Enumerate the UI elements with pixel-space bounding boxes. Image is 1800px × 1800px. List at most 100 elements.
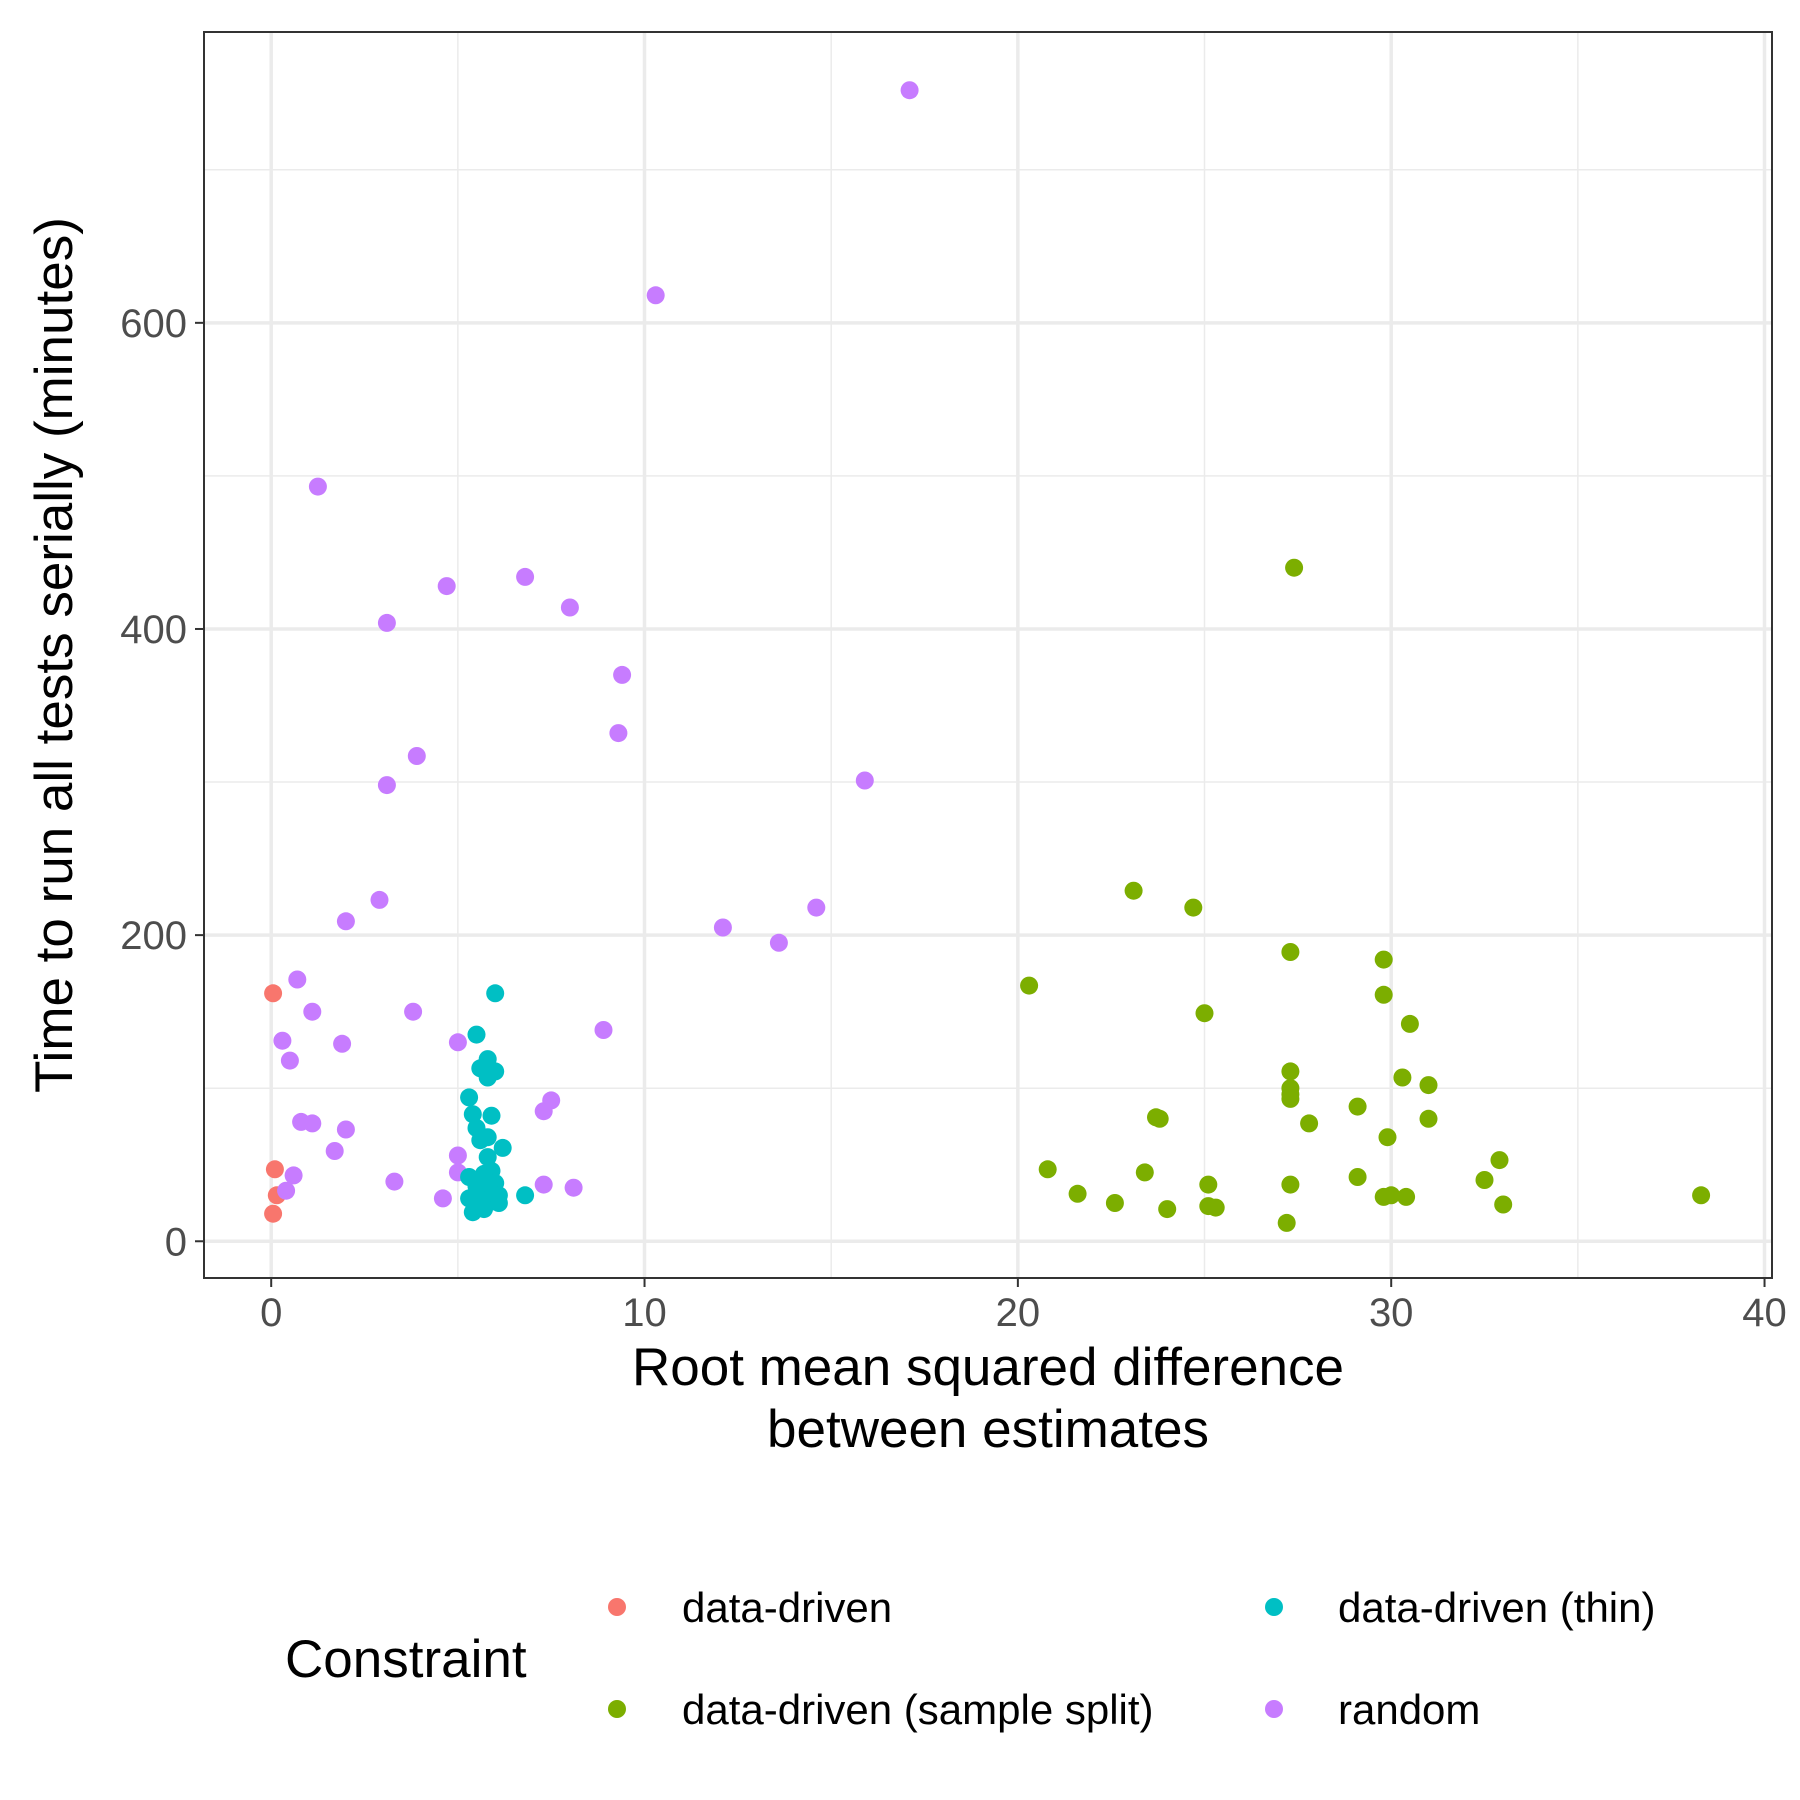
x-tick-label: 10 <box>622 1291 667 1335</box>
point-random <box>900 81 919 100</box>
x-tick-label: 40 <box>1742 1291 1787 1335</box>
point-random <box>534 1102 553 1121</box>
point-data-driven-sample-split <box>1475 1171 1494 1189</box>
point-data-driven-sample-split <box>1105 1194 1124 1212</box>
legend-label-sample-split: data-driven (sample split) <box>682 1686 1154 1733</box>
point-data-driven-sample-split <box>1206 1198 1225 1217</box>
data-points <box>264 81 1711 1232</box>
y-tick-label: 400 <box>120 608 187 652</box>
legend-key-data-driven-thin <box>1265 1598 1283 1616</box>
point-data-driven-sample-split <box>1135 1163 1154 1182</box>
point-data-driven-sample-split <box>1400 1014 1419 1033</box>
point-data-driven <box>265 1160 284 1179</box>
point-data-driven-sample-split <box>1494 1195 1513 1214</box>
point-data-driven-sample-split <box>1692 1186 1711 1205</box>
point-random <box>385 1172 404 1191</box>
series-random <box>273 81 919 1208</box>
y-tick-label: 600 <box>120 302 187 346</box>
point-data-driven-sample-split <box>1419 1109 1438 1128</box>
x-tick-label: 30 <box>1369 1291 1414 1335</box>
point-random <box>769 933 788 952</box>
point-random <box>613 665 632 684</box>
point-data-driven-sample-split <box>1300 1114 1319 1133</box>
point-random <box>280 1051 299 1070</box>
series-data-driven-sample-split <box>1020 558 1711 1232</box>
point-data-driven-sample-split <box>1348 1097 1367 1116</box>
point-data-driven-sample-split <box>1124 881 1143 900</box>
point-data-driven-sample-split <box>1038 1160 1057 1179</box>
point-random <box>370 890 389 909</box>
point-data-driven-sample-split <box>1281 1175 1300 1194</box>
point-data-driven-thin <box>478 1068 497 1087</box>
x-tick-label: 0 <box>260 1291 282 1335</box>
point-data-driven-thin <box>478 1148 497 1167</box>
point-random <box>437 577 456 596</box>
point-data-driven-sample-split <box>1281 1089 1300 1108</box>
legend-key-data-driven <box>608 1598 626 1616</box>
point-random <box>377 776 396 795</box>
point-data-driven-sample-split <box>1150 1109 1169 1128</box>
legend-item-data-driven-thin: data-driven (thin) <box>1265 1584 1655 1631</box>
point-data-driven-sample-split <box>1195 1004 1214 1023</box>
point-data-driven-sample-split <box>1281 943 1300 961</box>
point-random <box>534 1175 553 1194</box>
point-random <box>284 1166 303 1185</box>
legend-item-random: random <box>1265 1686 1480 1733</box>
x-axis: 0 10 20 30 40 <box>260 1278 1787 1335</box>
y-axis: 0 200 400 600 <box>120 302 204 1264</box>
point-data-driven-thin <box>516 1186 535 1205</box>
major-gridlines <box>204 32 1772 1278</box>
point-random <box>404 1002 423 1021</box>
legend-label-random: random <box>1338 1686 1480 1733</box>
point-random <box>303 1002 322 1021</box>
legend-title: Constraint <box>285 1630 527 1689</box>
point-data-driven-sample-split <box>1281 1062 1300 1081</box>
point-random <box>433 1189 452 1208</box>
point-data-driven-sample-split <box>1382 1186 1401 1205</box>
point-data-driven-sample-split <box>1348 1168 1367 1186</box>
point-data-driven-sample-split <box>1419 1076 1438 1095</box>
point-data-driven-thin <box>460 1088 479 1107</box>
x-axis-title-line-1: Root mean squared difference <box>632 1338 1344 1397</box>
point-random <box>277 1181 296 1200</box>
y-tick-label: 0 <box>165 1220 187 1264</box>
point-random <box>594 1021 613 1039</box>
point-data-driven-sample-split <box>1378 1128 1397 1147</box>
point-data-driven-thin <box>471 1131 490 1150</box>
x-axis-title-line-2: between estimates <box>767 1400 1209 1459</box>
point-random <box>448 1146 467 1165</box>
legend-item-data-driven: data-driven <box>608 1584 892 1631</box>
series-data-driven <box>264 984 286 1223</box>
plot-panel-border <box>203 31 1773 1279</box>
y-axis-title: Time to run all tests serially (minutes) <box>25 217 84 1093</box>
point-random <box>855 771 874 790</box>
point-data-driven-sample-split <box>1393 1068 1412 1087</box>
point-random <box>288 970 307 989</box>
point-random <box>646 286 665 305</box>
point-random <box>336 1120 355 1139</box>
y-tick-label: 200 <box>120 914 187 958</box>
point-data-driven-sample-split <box>1158 1200 1177 1219</box>
series-data-driven-thin <box>460 984 535 1222</box>
point-data-driven-thin <box>463 1105 482 1124</box>
point-data-driven-thin <box>493 1138 512 1157</box>
point-data-driven-sample-split <box>1285 558 1304 577</box>
point-data-driven <box>264 984 283 1003</box>
legend-item-sample-split: data-driven (sample split) <box>608 1686 1154 1733</box>
point-random <box>308 477 327 496</box>
point-data-driven-sample-split <box>1397 1187 1416 1206</box>
point-random <box>516 567 535 586</box>
point-data-driven-thin <box>486 984 505 1003</box>
point-random <box>273 1031 292 1050</box>
point-random <box>564 1178 583 1197</box>
point-random <box>336 912 355 931</box>
legend-key-random <box>1265 1700 1283 1718</box>
point-random <box>713 918 732 937</box>
point-data-driven-sample-split <box>1068 1184 1087 1203</box>
legend-key-sample-split <box>608 1700 626 1718</box>
point-data-driven-sample-split <box>1199 1175 1218 1194</box>
point-data-driven-thin <box>467 1025 486 1044</box>
legend: Constraint data-driven data-driven (thin… <box>285 1584 1655 1733</box>
point-data-driven-sample-split <box>1020 976 1039 995</box>
